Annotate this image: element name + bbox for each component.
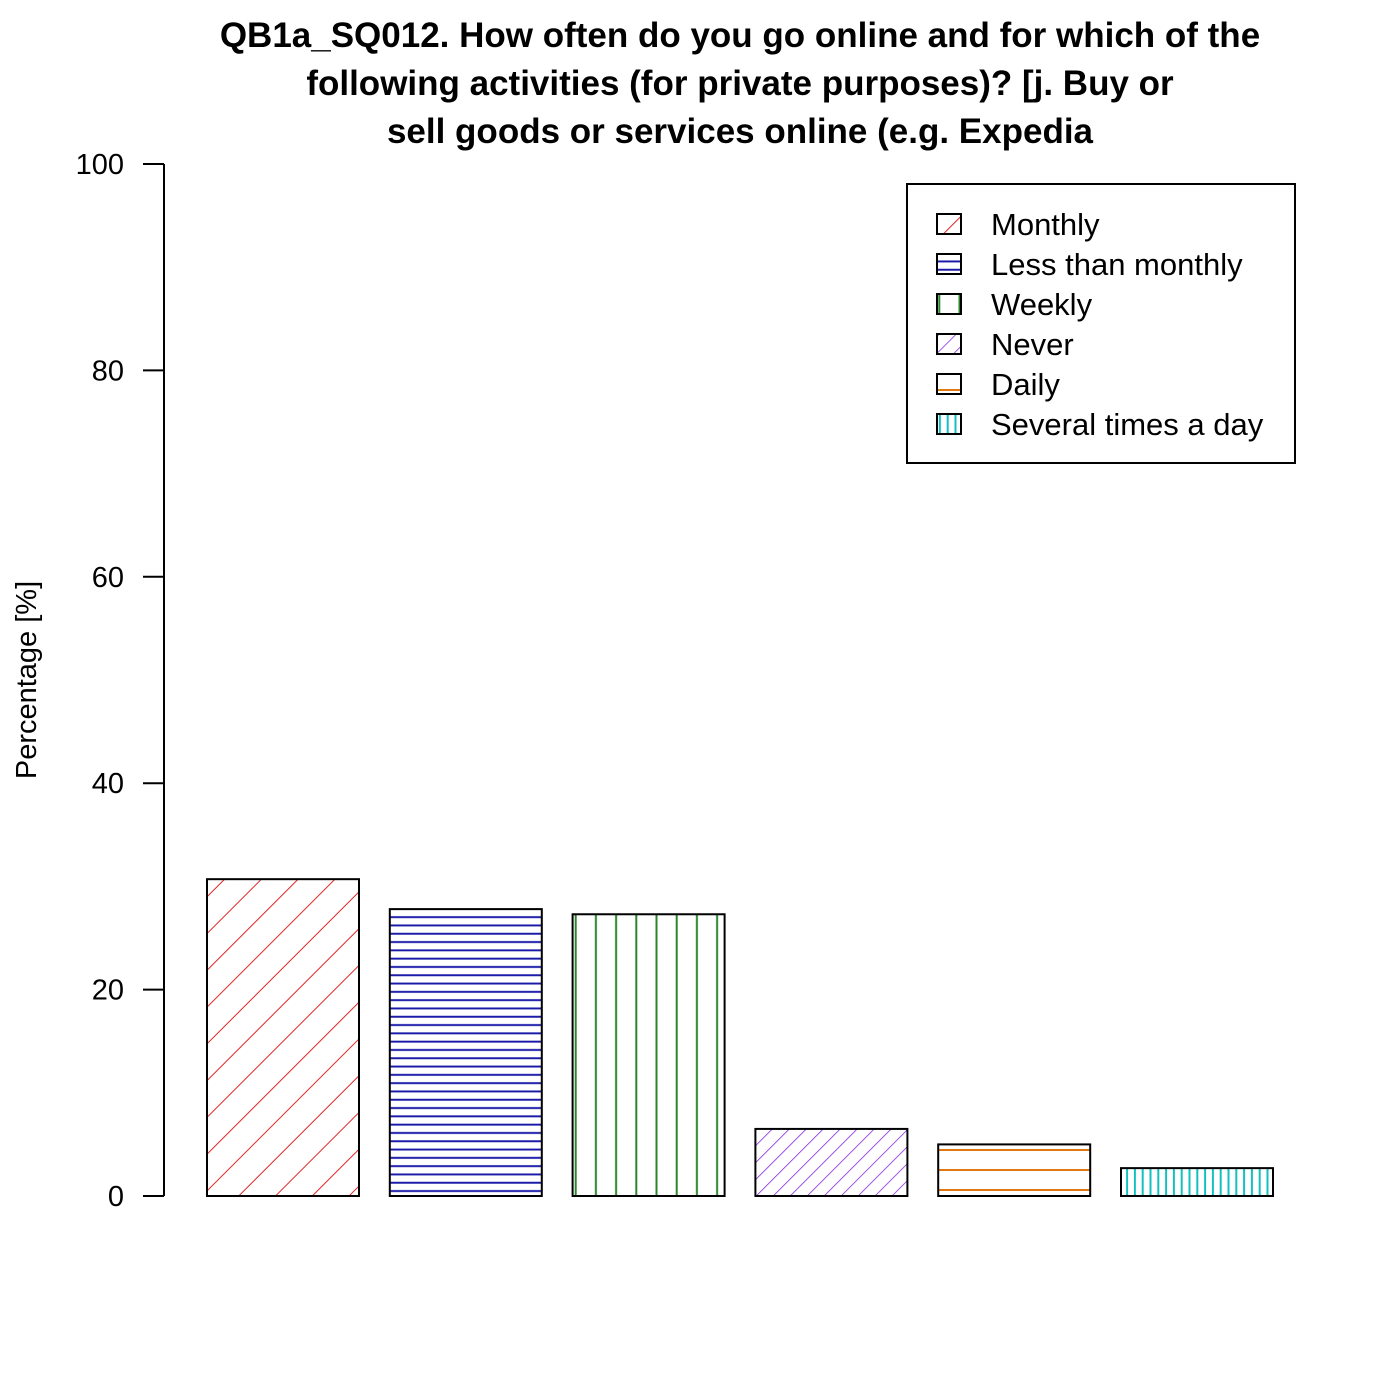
legend-swatch <box>936 253 962 275</box>
legend-swatch-fill <box>937 414 961 434</box>
y-tick-label: 20 <box>92 975 124 1007</box>
bar-fill-several-times-a-day <box>1121 1168 1273 1196</box>
bar-fill-monthly <box>207 879 359 1196</box>
legend-swatch <box>936 373 962 395</box>
bar-outline <box>571 913 726 1197</box>
bar-fill-never <box>755 1128 908 1196</box>
y-tick-label: 60 <box>92 562 124 594</box>
y-tick-label: 80 <box>92 355 124 387</box>
bar-outline <box>754 1127 909 1198</box>
y-tick-label: 0 <box>108 1181 124 1213</box>
legend-swatch <box>936 333 962 355</box>
legend: Monthly Less than monthly Weekly Never Daily… <box>906 183 1296 464</box>
legend-swatch <box>936 413 962 435</box>
bar-outline <box>388 908 543 1197</box>
bar-fill-daily <box>938 1144 1091 1196</box>
chart-title-line: QB1a_SQ012. How often do you go online a… <box>220 16 1260 55</box>
legend-label: Weekly <box>991 287 1093 322</box>
legend-label: Less than monthly <box>991 247 1243 282</box>
legend-swatch-fill <box>937 334 961 354</box>
bars <box>206 878 1274 1198</box>
y-axis-label: Percentage [%] <box>11 581 43 779</box>
legend-swatch-fill <box>937 254 961 274</box>
chart-title-line: sell goods or services online (e.g. Expe… <box>387 112 1094 151</box>
legend-swatch-fill <box>937 214 961 234</box>
bar-outline <box>1120 1167 1274 1197</box>
chart-title: QB1a_SQ012. How often do you go online a… <box>220 16 1260 151</box>
legend-swatch <box>936 213 962 235</box>
legend-label: Monthly <box>991 207 1100 242</box>
chart-title-line: following activities (for private purpos… <box>306 64 1174 103</box>
legend-label: Never <box>991 327 1074 362</box>
y-tick-label: 100 <box>76 149 124 181</box>
legend-label: Several times a day <box>991 407 1264 442</box>
legend-box <box>906 183 1296 464</box>
legend-swatch-fill <box>937 294 961 314</box>
y-tick-label: 40 <box>92 768 124 800</box>
bar-outline <box>937 1143 1092 1198</box>
bar-fill-weekly <box>572 914 725 1196</box>
bar-outline <box>206 878 360 1198</box>
y-axis: 0 20 40 60 80 100 <box>76 149 165 1213</box>
legend-swatch <box>936 293 962 315</box>
legend-swatch-fill <box>937 374 961 394</box>
legend-label: Daily <box>991 367 1060 402</box>
bar-fill-less-than-monthly <box>389 909 542 1196</box>
